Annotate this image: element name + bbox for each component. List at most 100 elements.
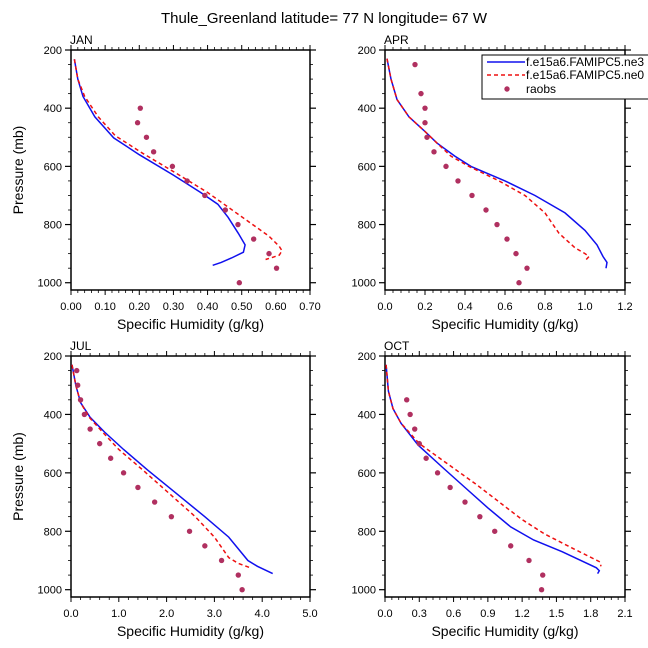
- x-tick-label: 1.0: [111, 608, 126, 620]
- raobs-point: [250, 236, 257, 242]
- raobs-point: [526, 557, 532, 564]
- x-tick-label: 0.9: [480, 608, 495, 620]
- panel-oct: 0.0 0.3 0.6 0.9 1.2 1.5 1.8 2.1 200 400 600 800 1000…: [352, 339, 633, 639]
- legend-marker-raobs: [504, 86, 510, 92]
- raobs-point: [107, 455, 114, 461]
- x-tick-label: 0.00: [60, 301, 81, 313]
- raobs-point: [422, 120, 428, 126]
- raobs-point: [202, 192, 208, 199]
- x-tick-label: 4.0: [255, 608, 270, 620]
- raobs-point: [540, 572, 546, 578]
- raobs-point: [235, 572, 241, 578]
- x-tick-label: 0.10: [94, 301, 115, 313]
- raobs-point: [143, 134, 150, 140]
- raobs-point: [513, 250, 519, 257]
- legend-label-ne3: f.e15a6.FAMIPC5.ne3: [526, 55, 644, 69]
- y-tick-label: 400: [44, 103, 62, 115]
- y-axis-label: Pressure (mb): [10, 432, 26, 521]
- y-tick-label: 1000: [38, 278, 62, 290]
- y-tick-label: 800: [44, 526, 62, 538]
- raobs-point: [273, 265, 280, 271]
- y-tick-label: 1000: [38, 585, 62, 597]
- raobs-point: [431, 149, 437, 155]
- raobs-point: [134, 120, 141, 126]
- panel-apr: 0.0 0.2 0.4 0.6 0.8 1.0 1.2 200 400 600 800 1000 APR…: [352, 33, 633, 332]
- y-tick-label: 600: [358, 161, 376, 173]
- raobs-point: [508, 543, 514, 549]
- raobs-point: [184, 178, 190, 184]
- raobs-point: [477, 513, 483, 520]
- plot-frame: [384, 355, 626, 598]
- x-tick-label: 0.3: [412, 608, 427, 620]
- raobs-point: [151, 499, 158, 505]
- x-tick-label: 0.60: [265, 301, 286, 313]
- raobs-point: [516, 280, 522, 286]
- raobs-point: [494, 221, 500, 228]
- panel-title: JAN: [70, 33, 93, 47]
- raobs-point: [412, 61, 418, 68]
- x-tick-label: 5.0: [302, 608, 317, 620]
- raobs-point: [74, 382, 81, 388]
- legend-label-ne0: f.e15a6.FAMIPC5.ne0: [526, 68, 644, 82]
- raobs-point: [447, 484, 453, 491]
- raobs-point: [120, 470, 127, 476]
- raobs-point: [235, 221, 241, 228]
- series-line-ne0: [386, 58, 591, 262]
- x-tick-label: 0.0: [63, 608, 78, 620]
- y-tick-label: 600: [44, 161, 62, 173]
- series-line-ne3: [73, 59, 246, 267]
- raobs-point: [416, 440, 422, 447]
- raobs-point: [407, 411, 413, 418]
- raobs-point: [434, 470, 441, 476]
- raobs-point: [412, 426, 418, 432]
- y-tick-label: 400: [44, 409, 62, 421]
- x-tick-label: 1.2: [514, 608, 529, 620]
- raobs-point: [236, 280, 243, 286]
- x-tick-label: 0.0: [377, 608, 392, 620]
- x-axis-label: Specific Humidity (g/kg): [431, 316, 578, 332]
- x-tick-label: 1.2: [617, 301, 632, 313]
- raobs-point: [424, 134, 430, 140]
- raobs-point: [538, 586, 545, 593]
- raobs-point: [186, 528, 193, 534]
- y-tick-label: 800: [358, 220, 376, 232]
- x-tick-label: 0.8: [537, 301, 552, 313]
- raobs-point: [404, 397, 410, 403]
- x-tick-label: 0.40: [197, 301, 218, 313]
- series-line-ne0: [71, 364, 251, 569]
- y-axis-label: Pressure (mb): [10, 126, 26, 215]
- raobs-point: [492, 528, 498, 534]
- raobs-point: [266, 250, 272, 257]
- raobs-point: [469, 192, 475, 199]
- x-tick-label: 1.5: [549, 608, 564, 620]
- y-tick-label: 200: [358, 45, 376, 57]
- raobs-point: [202, 543, 208, 549]
- raobs-point: [455, 178, 461, 184]
- legend-label-raobs: raobs: [526, 82, 556, 96]
- x-tick-label: 0.50: [231, 301, 252, 313]
- raobs-point: [222, 207, 229, 213]
- raobs-point: [81, 411, 88, 418]
- y-tick-label: 200: [358, 351, 376, 363]
- raobs-point: [239, 586, 245, 593]
- series-line-ne3: [385, 364, 601, 574]
- legend: f.e15a6.FAMIPC5.ne3 f.e15a6.FAMIPC5.ne0 …: [481, 54, 648, 100]
- x-tick-label: 1.0: [577, 301, 592, 313]
- x-tick-label: 0.0: [377, 301, 392, 313]
- series-line-ne0: [73, 59, 283, 261]
- raobs-point: [418, 90, 424, 97]
- panel-title: APR: [384, 33, 409, 47]
- raobs-point: [96, 440, 103, 447]
- raobs-point: [87, 426, 93, 432]
- y-tick-label: 600: [358, 468, 376, 480]
- series-line-ne3: [71, 364, 274, 575]
- raobs-point: [137, 105, 144, 111]
- y-tick-label: 600: [44, 468, 62, 480]
- x-axis-label: Specific Humidity (g/kg): [117, 623, 264, 639]
- x-tick-label: 0.2: [417, 301, 432, 313]
- series-line-ne0: [385, 364, 602, 567]
- raobs-point: [77, 397, 84, 403]
- x-tick-label: 1.8: [583, 608, 598, 620]
- raobs-point: [462, 499, 468, 505]
